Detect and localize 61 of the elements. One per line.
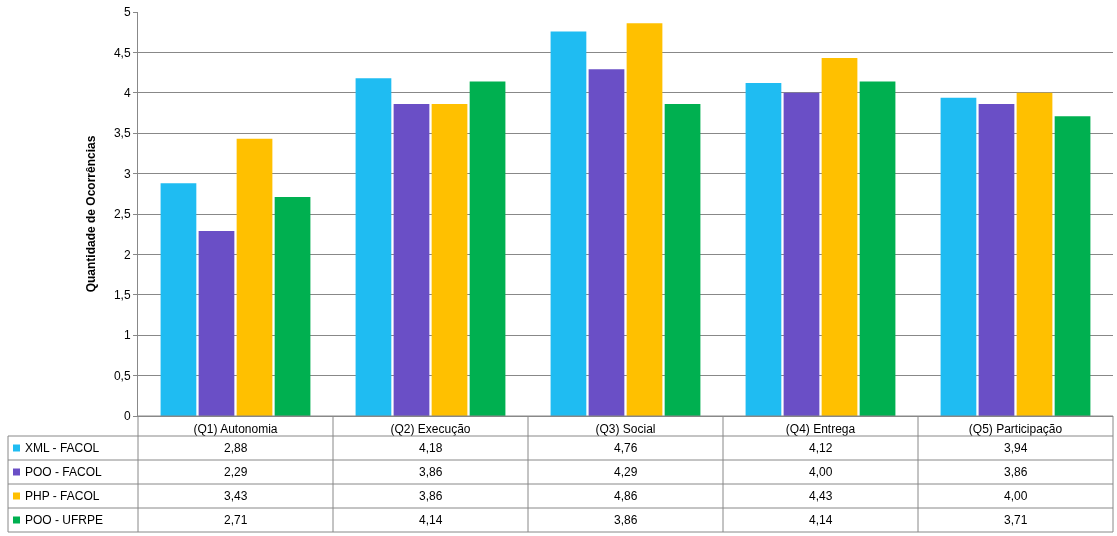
y-tick-label: 2 [123, 247, 131, 262]
legend-label: POO - FACOL [25, 465, 103, 479]
y-axis-title: Quantidade de Ocorrências [84, 135, 99, 293]
data-label: 3,86 [1004, 465, 1028, 479]
bar [664, 104, 701, 416]
bar [821, 58, 858, 416]
y-tick-label: 5 [123, 5, 131, 20]
bar [783, 92, 820, 416]
data-label: 2,88 [224, 441, 248, 455]
y-tick-label: 0,5 [113, 368, 131, 383]
data-label: 3,71 [1004, 513, 1028, 527]
data-label: 2,29 [224, 465, 248, 479]
data-label: 3,86 [419, 489, 443, 503]
y-tick-label: 4 [123, 86, 131, 100]
data-label: 4,86 [614, 489, 638, 503]
bar [198, 230, 235, 416]
bar [588, 69, 625, 416]
x-tick-label: (Q2) Execução [390, 422, 471, 437]
bar [626, 23, 663, 416]
legend-label: XML - FACOL [25, 441, 100, 455]
bar [469, 81, 506, 416]
legend-label: PHP - FACOL [25, 489, 100, 503]
data-label: 4,29 [614, 465, 638, 479]
data-label: 3,94 [1004, 441, 1028, 455]
y-tick-label: 2,5 [113, 207, 131, 222]
data-label: 4,14 [419, 513, 443, 527]
data-label: 4,00 [809, 465, 833, 479]
y-tick-label: 4,5 [113, 45, 131, 60]
x-tick-label: (Q5) Participação [968, 422, 1063, 437]
x-tick-label: (Q4) Entrega [785, 422, 856, 437]
data-label: 4,43 [809, 489, 833, 503]
bar [859, 81, 896, 416]
bar [745, 83, 782, 416]
data-label: 4,14 [809, 513, 833, 527]
bar [393, 104, 430, 416]
data-label: 2,71 [224, 513, 248, 527]
data-label: 4,12 [809, 441, 833, 455]
bar [160, 183, 197, 416]
bar [1054, 116, 1091, 416]
y-tick-label: 1 [123, 328, 131, 343]
data-label: 3,43 [224, 489, 248, 503]
bar [1016, 92, 1053, 416]
y-tick-label: 0 [123, 409, 131, 424]
bar [431, 104, 468, 416]
bar [550, 31, 587, 416]
y-tick-label: 3,5 [113, 126, 131, 141]
y-tick-label: 1,5 [113, 288, 131, 302]
bar [940, 97, 977, 416]
data-label: 4,00 [1004, 489, 1028, 503]
x-tick-label: (Q1) Autonomia [193, 422, 278, 437]
data-label: 4,76 [614, 441, 638, 455]
data-label: 4,18 [419, 441, 443, 455]
x-tick-label: (Q3) Social [595, 422, 656, 437]
bar [355, 78, 392, 416]
bar [274, 197, 311, 416]
bar [236, 138, 273, 416]
data-label: 3,86 [419, 465, 443, 479]
bar [978, 104, 1015, 416]
data-label: 3,86 [614, 513, 638, 527]
legend-label: POO - UFRPE [25, 513, 104, 527]
y-tick-label: 3 [123, 166, 131, 181]
